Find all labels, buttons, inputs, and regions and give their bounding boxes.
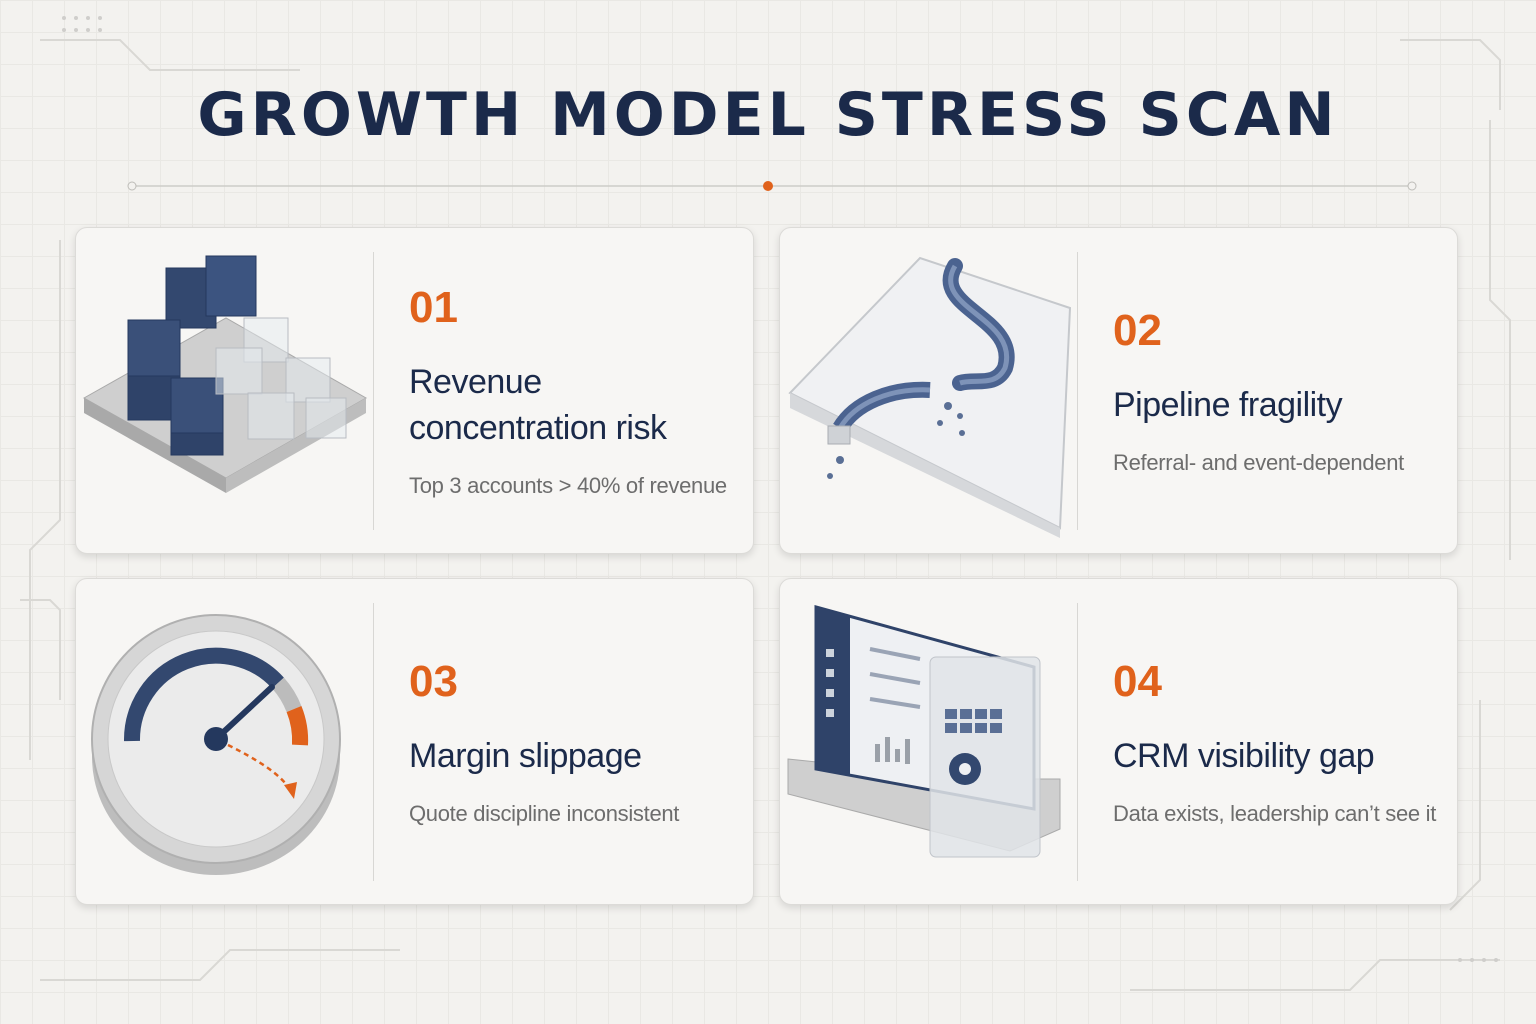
card-title: Margin slippage: [409, 736, 642, 775]
divider: [1077, 252, 1078, 530]
card-number: 04: [1113, 656, 1162, 706]
page-title: GROWTH MODEL STRESS SCAN: [197, 80, 1339, 150]
card-description: Referral- and event-dependent: [1113, 449, 1404, 475]
card-number: 03: [409, 656, 458, 706]
card-number: 02: [1113, 305, 1162, 355]
card-description: Data exists, leadership can’t see it: [1113, 800, 1437, 826]
divider: [373, 603, 374, 881]
card-text: 01 Revenue concentration risk Top 3 acco…: [409, 228, 739, 553]
card-title: CRM visibility gap: [1113, 736, 1375, 775]
dashboard-illustration: [787, 605, 1061, 858]
gauge-illustration: [91, 614, 341, 875]
divider: [373, 252, 374, 530]
divider: [1077, 603, 1078, 881]
card-description: Quote discipline inconsistent: [409, 800, 680, 826]
blocks-illustration: [82, 255, 368, 493]
card: 03 Margin slippage Quote discipline inco…: [75, 578, 754, 905]
card: 02 Pipeline fragility Referral- and even…: [779, 227, 1458, 554]
card-description: Top 3 accounts > 40% of revenue: [409, 472, 727, 498]
card-text: 04 CRM visibility gap Data exists, leade…: [1113, 579, 1443, 904]
card: 01 Revenue concentration risk Top 3 acco…: [75, 227, 754, 554]
card: 04 CRM visibility gap Data exists, leade…: [779, 578, 1458, 905]
card-text: 03 Margin slippage Quote discipline inco…: [409, 579, 739, 904]
card-title: Pipeline fragility: [1113, 385, 1343, 424]
card-number: 01: [409, 282, 458, 332]
pipeline-illustration: [788, 256, 1072, 538]
card-title: Revenue concentration risk: [409, 362, 667, 447]
card-text: 02 Pipeline fragility Referral- and even…: [1113, 228, 1443, 553]
